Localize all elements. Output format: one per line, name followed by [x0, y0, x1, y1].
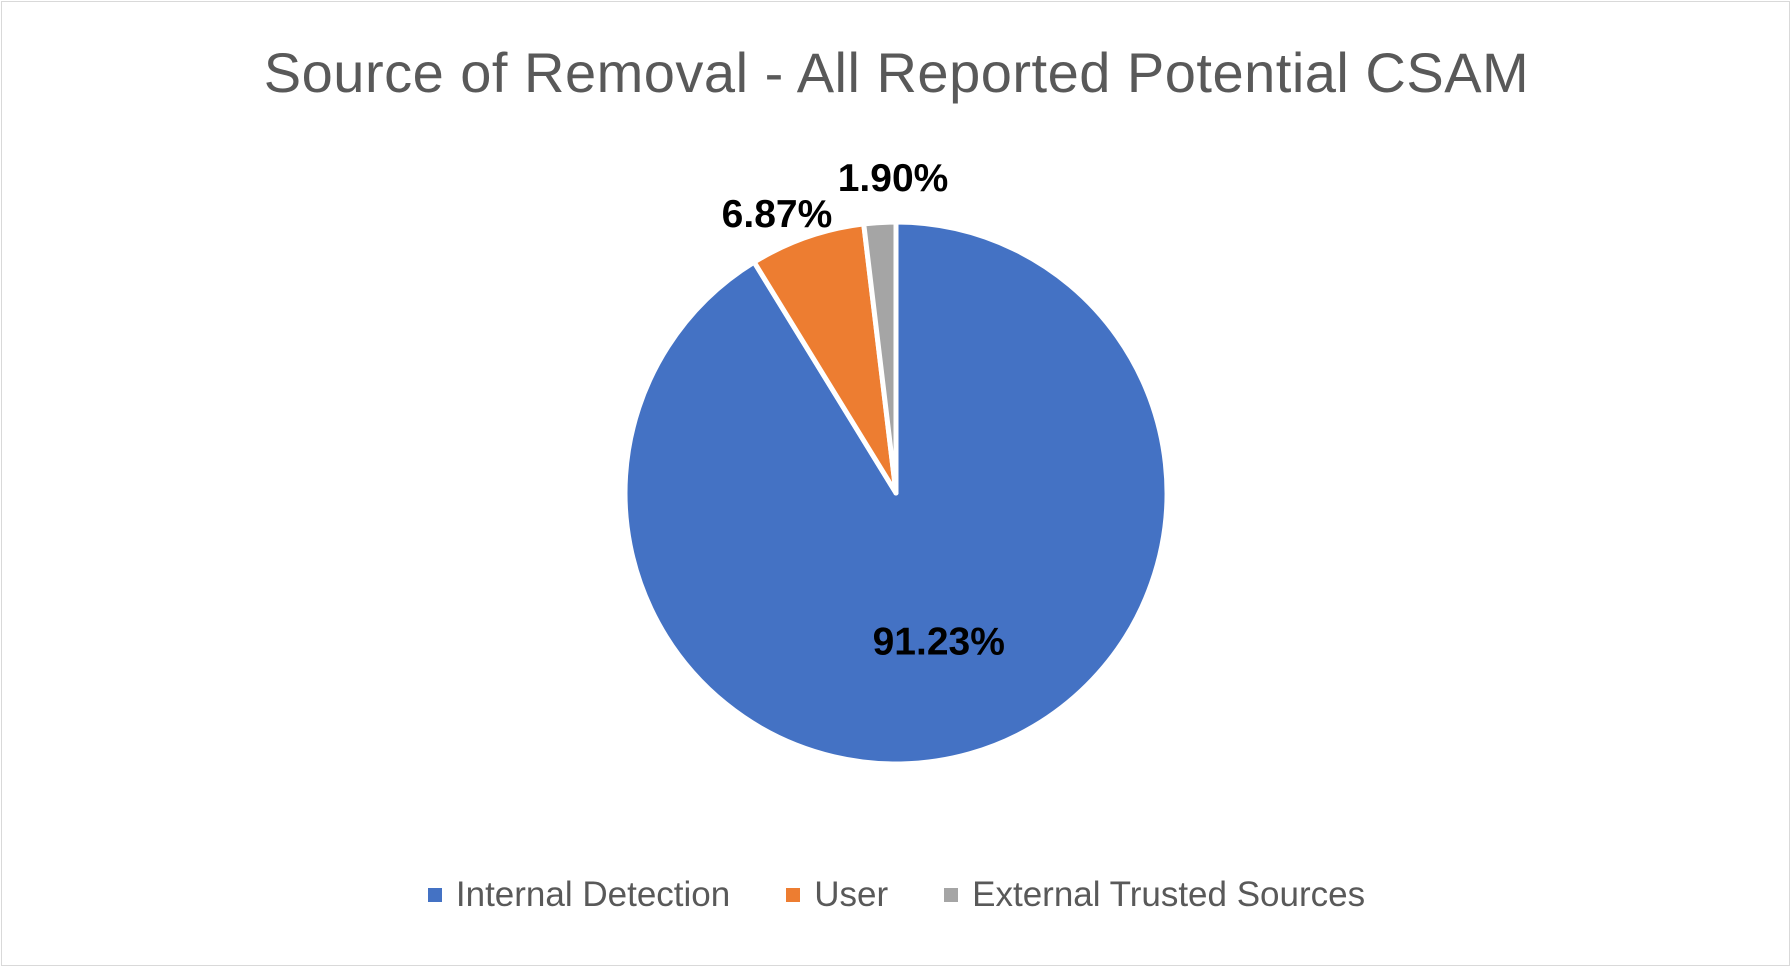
legend-item-internal-detection[interactable]: Internal Detection — [427, 875, 731, 915]
legend-item-user[interactable]: User — [786, 875, 888, 915]
data-label-external-trusted-sources: 1.90% — [838, 157, 949, 200]
legend-item-external-trusted-sources[interactable]: External Trusted Sources — [944, 875, 1365, 915]
data-label-user: 6.87% — [722, 193, 833, 236]
legend-swatch-internal-detection — [427, 888, 442, 902]
legend-swatch-external-trusted-sources — [944, 888, 959, 902]
data-label-internal-detection: 91.23% — [873, 621, 1005, 664]
legend-label-external-trusted-sources: External Trusted Sources — [972, 875, 1366, 914]
legend: Internal Detection User External Trusted… — [2, 875, 1791, 915]
chart-title: Source of Removal - All Reported Potenti… — [263, 41, 1530, 104]
legend-label-user: User — [814, 875, 889, 914]
legend-swatch-user — [786, 888, 801, 902]
legend-label-internal-detection: Internal Detection — [455, 875, 731, 914]
pie-slice-external-trusted-sources[interactable] — [861, 219, 899, 496]
